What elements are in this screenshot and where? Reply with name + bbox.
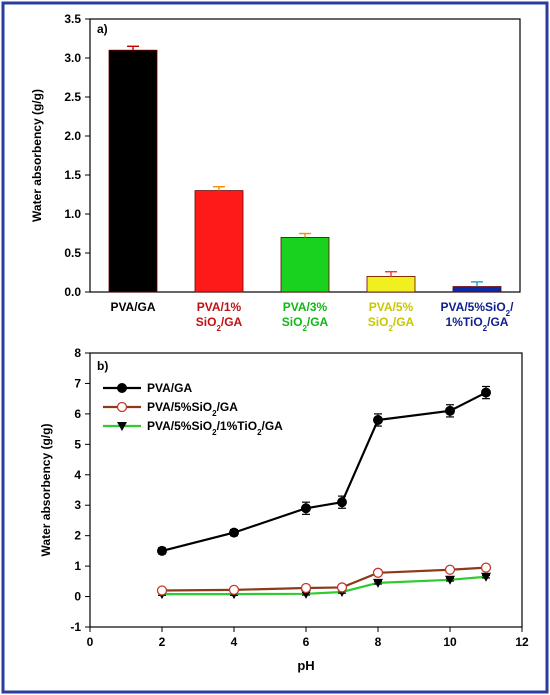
x-tick-label-b: 4 bbox=[231, 635, 238, 649]
x-category-label-a: PVA/1% bbox=[197, 300, 242, 314]
panel-a-bar-chart: 0.0 0.5 1.0 1.5 2.0 2.5 3.0 3.5 Water absorbency… bbox=[30, 12, 521, 333]
data-point bbox=[228, 584, 240, 596]
legend-label: PVA/5%SiO2/GA bbox=[147, 400, 238, 418]
x-tick-label-b: 8 bbox=[375, 635, 382, 649]
x-tick-label-b: 12 bbox=[515, 635, 529, 649]
data-point bbox=[156, 585, 168, 596]
y-tick-label-b: 7 bbox=[74, 376, 81, 390]
data-point bbox=[336, 582, 348, 593]
x-category-label-a: SiO2/GA bbox=[196, 315, 243, 333]
y-tick-label-a: 2.5 bbox=[64, 90, 81, 104]
panel-label-a: a) bbox=[97, 22, 108, 36]
y-tick-label-a: 3.0 bbox=[64, 51, 81, 65]
data-point bbox=[117, 383, 127, 393]
y-tick-label-b: 3 bbox=[74, 498, 81, 512]
y-tick-label-a: 0.0 bbox=[64, 285, 81, 299]
data-point bbox=[444, 564, 456, 575]
y-tick-label-b: 0 bbox=[74, 590, 81, 604]
x-category-label-a: PVA/5%SiO2/ bbox=[441, 300, 515, 318]
x-tick-label-b: 10 bbox=[443, 635, 457, 649]
x-tick-label-b: 2 bbox=[159, 635, 166, 649]
data-point bbox=[300, 582, 312, 594]
x-category-label-a: SiO2/GA bbox=[282, 315, 329, 333]
y-axis-label-b: Water absorbency (g/g) bbox=[39, 424, 53, 557]
x-category-label-a: PVA/5% bbox=[369, 300, 414, 314]
y-tick-label-a: 2.0 bbox=[64, 129, 81, 143]
data-point bbox=[481, 387, 491, 398]
y-tick-label-a: 1.5 bbox=[64, 168, 81, 182]
x-category-label-a: PVA/3% bbox=[283, 300, 328, 314]
data-point bbox=[480, 562, 492, 573]
y-tick-label-b: 8 bbox=[74, 346, 81, 360]
panel-label-b: b) bbox=[97, 359, 108, 373]
bar bbox=[194, 190, 244, 293]
x-tick-label-b: 0 bbox=[87, 635, 94, 649]
y-tick-label-b: 1 bbox=[74, 559, 81, 573]
data-point bbox=[445, 575, 455, 585]
bar bbox=[108, 49, 158, 293]
data-point bbox=[117, 422, 127, 431]
y-tick-label-b: 5 bbox=[74, 437, 81, 451]
y-axis-label-a: Water absorbency (g/g) bbox=[30, 89, 44, 222]
data-point bbox=[445, 405, 455, 416]
data-point bbox=[373, 578, 383, 588]
x-category-label-a: 1%TiO2/GA bbox=[446, 315, 509, 333]
y-tick-label-a: 0.5 bbox=[64, 246, 81, 260]
y-tick-label-a: 3.5 bbox=[64, 12, 81, 26]
bar bbox=[366, 275, 416, 293]
data-point bbox=[116, 401, 128, 413]
data-point bbox=[337, 497, 347, 508]
data-point bbox=[372, 567, 384, 578]
data-point bbox=[301, 503, 311, 514]
x-category-label-a: SiO2/GA bbox=[368, 315, 415, 333]
x-axis-label-b: pH bbox=[297, 658, 314, 673]
data-point bbox=[481, 572, 491, 582]
x-category-label-a: PVA/GA bbox=[110, 300, 155, 314]
y-tick-label-b: -1 bbox=[70, 620, 81, 634]
x-tick-label-b: 6 bbox=[303, 635, 310, 649]
legend-label: PVA/GA bbox=[147, 381, 192, 395]
bar bbox=[452, 286, 502, 293]
data-point bbox=[229, 527, 239, 538]
data-point bbox=[373, 414, 383, 425]
y-tick-label-a: 1.0 bbox=[64, 207, 81, 221]
y-tick-label-b: 6 bbox=[74, 407, 81, 421]
y-tick-label-b: 4 bbox=[74, 468, 81, 482]
legend-label: PVA/5%SiO2/1%TiO2/GA bbox=[147, 419, 283, 437]
data-point bbox=[157, 545, 167, 556]
y-tick-label-b: 2 bbox=[74, 529, 81, 543]
bar bbox=[280, 236, 330, 293]
